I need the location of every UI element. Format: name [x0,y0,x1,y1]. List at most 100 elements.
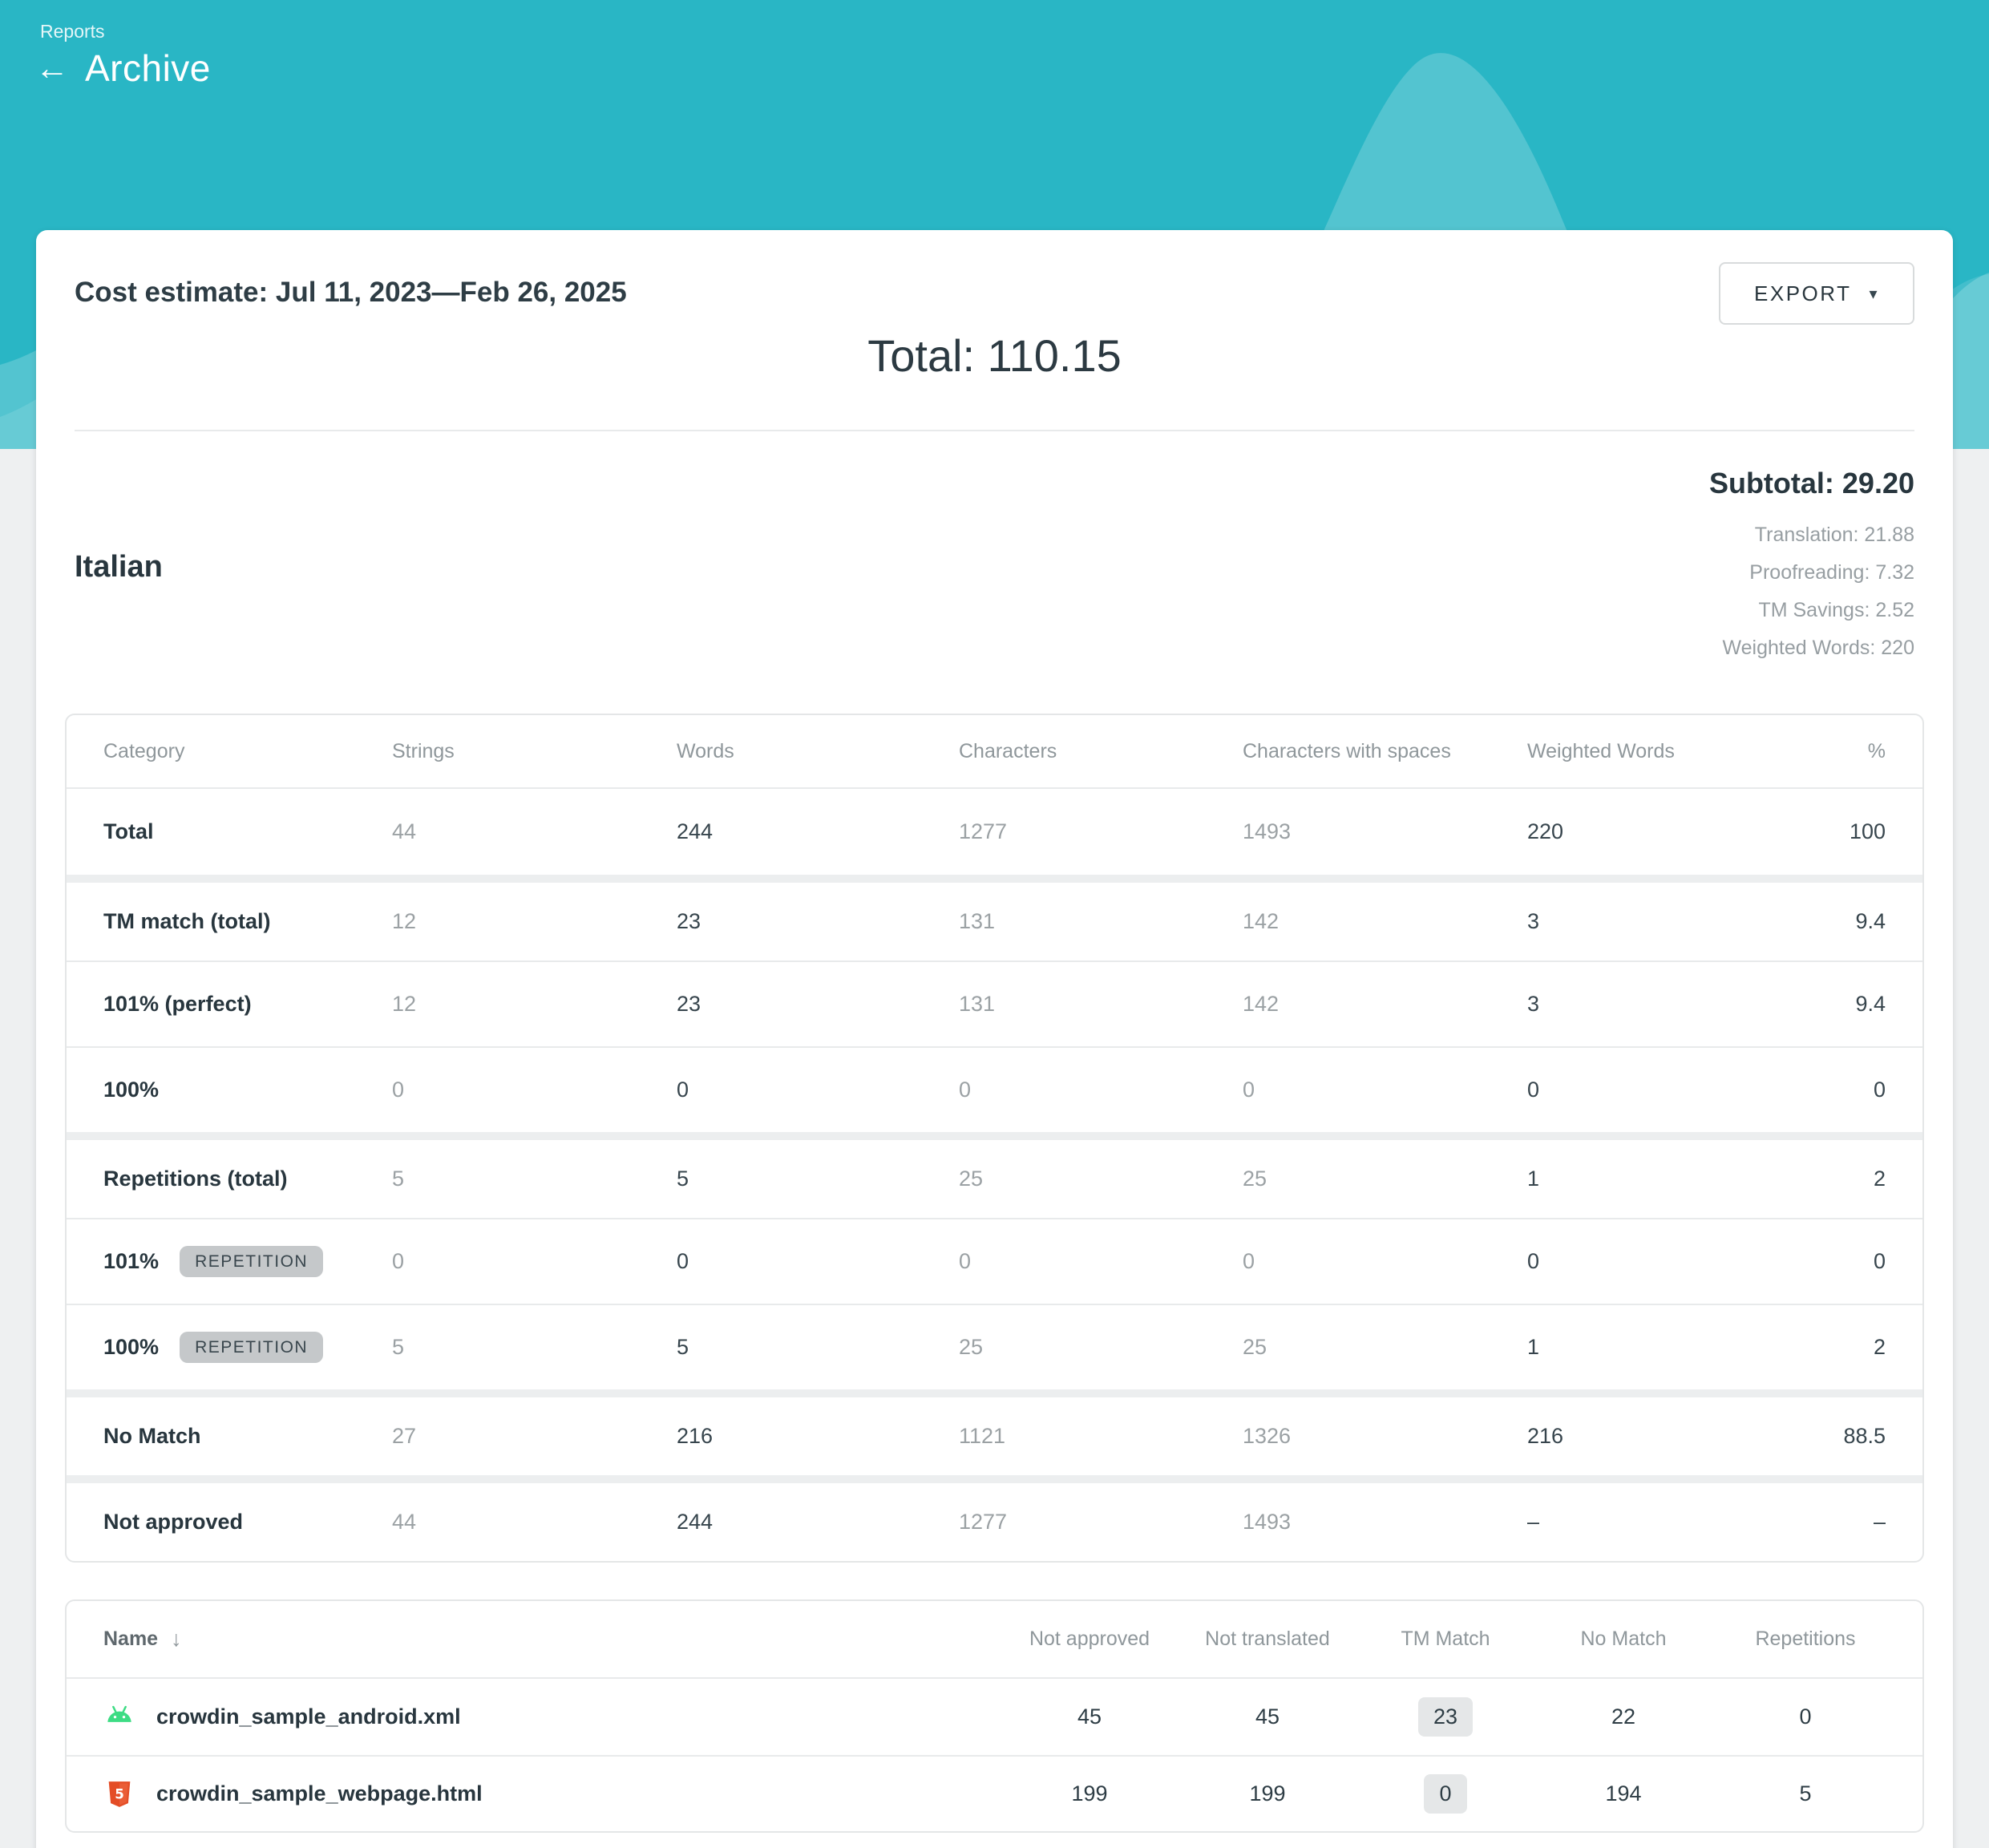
export-button-label: EXPORT [1754,281,1852,305]
cost-value-cell: 0 [392,1249,405,1273]
subtotal-tm-savings: TM Savings: 2.52 [1758,599,1914,621]
cost-value-cell: 244 [677,819,714,843]
file-name-cell[interactable]: crowdin_sample_android.xml [103,1701,1001,1733]
col-header-not-translated: Not translated [1205,1628,1330,1650]
file-value-cell: 199 [1249,1781,1286,1806]
chevron-down-icon: ▾ [1869,285,1879,303]
cost-value-cell: 0 [1527,1078,1540,1102]
cost-value-cell: 216 [1527,1424,1564,1448]
sort-down-icon: ↓ [171,1627,182,1651]
cost-value-cell: 2 [1873,1335,1886,1359]
cost-value-cell: 0 [392,1078,405,1102]
subtotal-amount: Subtotal: 29.20 [1708,467,1914,499]
cost-value-cell: 131 [959,992,996,1016]
cost-value-cell: 100 [1849,819,1886,843]
file-value-cell: 22 [1611,1704,1636,1729]
cost-table-header: Category Strings Words Characters Charac… [67,715,1922,789]
col-header-weighted-words: Weighted Words [1527,739,1675,762]
export-button[interactable]: EXPORT ▾ [1719,262,1914,325]
cost-value-cell: 25 [1243,1167,1267,1191]
file-value-cell: 5 [1799,1781,1812,1806]
category-cell: Repetitions (total) [103,1167,392,1191]
cost-value-cell: 5 [677,1167,689,1191]
android-icon [107,1705,131,1722]
cost-table-row: Total 44 244 1277 1493 220 100 [67,789,1922,875]
cost-table-row: 100% 0 0 0 0 0 0 [67,1046,1922,1132]
col-header-category: Category [103,739,185,762]
file-value-cell: 45 [1077,1704,1102,1729]
file-value-cell: 0 [1799,1704,1812,1729]
category-label: Repetitions (total) [103,1167,288,1191]
subtotal-translation: Translation: 21.88 [1754,524,1914,546]
svg-text:5: 5 [115,1786,124,1801]
report-title: Cost estimate: Jul 11, 2023—Feb 26, 2025 [75,277,627,308]
repetition-badge: REPETITION [180,1246,324,1277]
tm-match-pill: 23 [1417,1697,1474,1737]
category-cell: TM match (total) [103,909,392,934]
col-header-not-approved: Not approved [1029,1628,1150,1650]
cost-value-cell: 1 [1527,1167,1540,1191]
subtotal-block: Subtotal: 29.20 Translation: 21.88 Proof… [1709,467,1914,667]
cost-value-cell: 216 [677,1424,714,1448]
file-table-row[interactable]: 5 crowdin_sample_webpage.html 199 199 0 194 5 [67,1755,1922,1831]
cost-table-row: 100% REPETITION 5 5 25 25 1 2 [67,1304,1922,1389]
cost-value-cell: 0 [1873,1078,1886,1102]
cost-value-cell: 3 [1527,909,1540,933]
file-name-label: crowdin_sample_webpage.html [156,1781,483,1806]
category-label: Total [103,819,154,843]
cost-value-cell: 3 [1527,992,1540,1016]
cost-value-cell: 0 [677,1249,689,1273]
report-header: Cost estimate: Jul 11, 2023—Feb 26, 2025… [36,230,1953,325]
file-value-cell: 199 [1071,1781,1108,1806]
cost-value-cell: 142 [1243,992,1280,1016]
language-section: Italian Subtotal: 29.20 Translation: 21.… [36,431,1953,699]
cost-value-cell: 0 [959,1078,972,1102]
file-table-header: Name ↓ Not approved Not translated TM Ma… [67,1601,1922,1679]
page-title[interactable]: ← Archive [35,47,211,90]
cost-value-cell: 9.4 [1855,992,1886,1016]
cost-value-cell: 1326 [1243,1424,1292,1448]
back-arrow-icon[interactable]: ← [35,49,69,87]
cost-value-cell: 25 [959,1335,984,1359]
cost-table-row: 101% (perfect) 12 23 131 142 3 9.4 [67,960,1922,1046]
cost-value-cell: 244 [677,1510,714,1534]
cost-table: Category Strings Words Characters Charac… [65,714,1924,1563]
cost-value-cell: 2 [1873,1167,1886,1191]
col-header-name[interactable]: Name ↓ [103,1627,1001,1652]
col-header-strings: Strings [392,739,455,762]
cost-value-cell: 0 [1527,1249,1540,1273]
subtotal-weighted-words: Weighted Words: 220 [1722,637,1915,659]
cost-value-cell: 0 [677,1078,689,1102]
category-cell: 100% [103,1078,392,1102]
file-value-cell: 194 [1605,1781,1642,1806]
tm-match-pill: 0 [1424,1774,1467,1814]
cost-value-cell: 23 [677,909,701,933]
repetition-badge: REPETITION [180,1332,324,1363]
report-card: Cost estimate: Jul 11, 2023—Feb 26, 2025… [36,230,1953,1848]
cost-table-row: Repetitions (total) 5 5 25 25 1 2 [67,1132,1922,1218]
col-header-words: Words [677,739,734,762]
col-header-name-label: Name [103,1628,159,1650]
html5-icon: 5 [108,1781,131,1807]
category-label: 101% [103,1249,160,1273]
category-cell: 101% (perfect) [103,992,392,1017]
language-name: Italian [75,549,163,584]
cost-value-cell: 1 [1527,1335,1540,1359]
cost-value-cell: 44 [392,1510,417,1534]
col-header-repetitions: Repetitions [1755,1628,1856,1650]
cost-value-cell: 220 [1527,819,1564,843]
cost-value-cell: 1277 [959,1510,1008,1534]
cost-value-cell: 23 [677,992,701,1016]
category-label: 101% (perfect) [103,992,252,1016]
file-table-row[interactable]: crowdin_sample_android.xml 45 45 23 22 0 [67,1679,1922,1755]
cost-value-cell: – [1527,1510,1540,1534]
file-name-cell[interactable]: 5 crowdin_sample_webpage.html [103,1778,1001,1810]
category-label: No Match [103,1424,201,1448]
cost-value-cell: 0 [1243,1249,1255,1273]
cost-value-cell: 25 [959,1167,984,1191]
cost-table-row: Not approved 44 244 1277 1493 – – [67,1475,1922,1561]
category-label: 100% [103,1078,160,1102]
breadcrumb[interactable]: Reports [40,21,105,42]
cost-value-cell: 1493 [1243,1510,1292,1534]
page-title-label: Archive [85,47,211,89]
